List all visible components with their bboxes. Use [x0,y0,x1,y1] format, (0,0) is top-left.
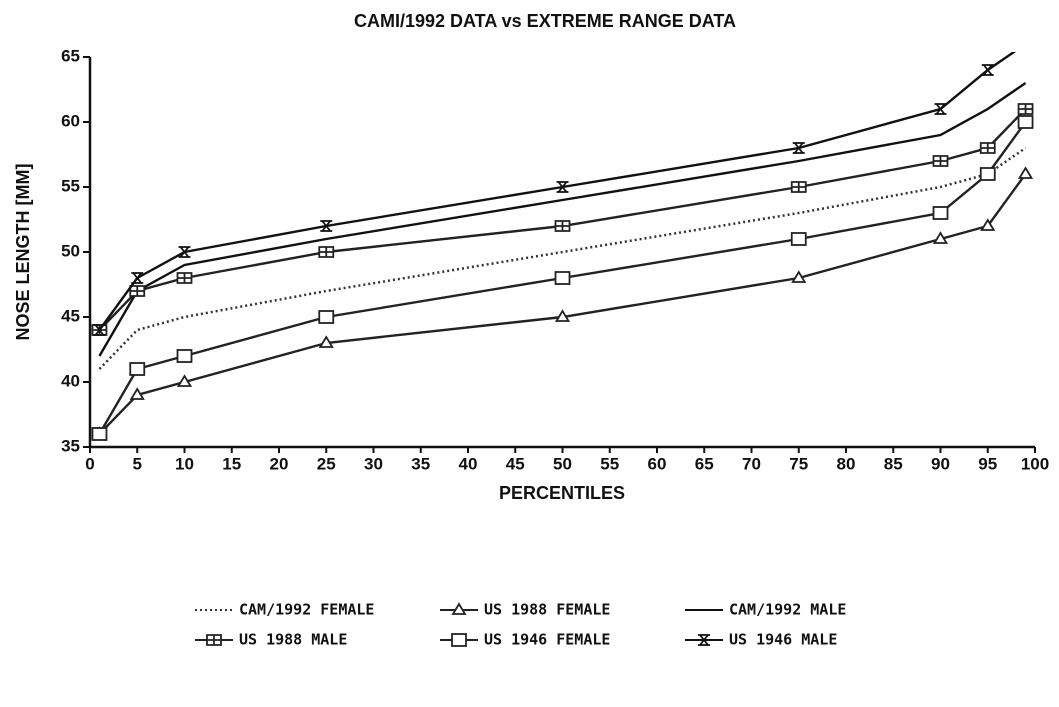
x-tick-label: 75 [789,454,808,473]
x-tick-label: 50 [553,454,572,473]
x-tick-label: 70 [742,454,761,473]
marker [791,270,807,283]
marker [979,167,996,181]
y-axis-label: NOSE LENGTH [MM] [13,164,33,341]
marker [981,64,994,76]
x-tick-label: 30 [364,454,383,473]
legend-marker [451,602,467,615]
marker [1020,39,1032,49]
legend-label: CAM/1992 FEMALE [239,601,374,619]
x-axis-label: PERCENTILES [499,483,625,503]
marker [554,309,571,322]
marker [176,374,193,387]
legend-label: CAM/1992 MALE [729,601,846,619]
x-tick-label: 95 [978,454,997,473]
marker [176,272,193,284]
legend-label: US 1946 MALE [729,631,837,649]
marker [554,220,571,232]
marker [318,246,335,258]
marker [1017,166,1034,179]
x-tick-label: 90 [931,454,950,473]
x-tick-label: 35 [411,454,430,473]
marker [980,218,996,231]
y-tick-label: 45 [61,306,80,325]
x-tick-label: 15 [222,454,241,473]
series-line [98,82,1027,357]
marker [318,310,335,324]
marker [979,142,996,154]
x-tick-label: 100 [1021,454,1049,473]
y-tick-label: 50 [61,241,80,260]
x-tick-label: 0 [85,454,94,473]
series-line [98,108,1027,331]
y-tick-label: 55 [61,176,80,195]
x-tick-label: 60 [648,454,667,473]
legend-marker [698,634,710,646]
marker [1017,115,1034,129]
marker [932,231,949,244]
marker [178,246,191,258]
y-tick-label: 60 [61,111,80,130]
marker [792,142,805,154]
series-line [98,173,1027,435]
x-tick-label: 65 [695,454,714,473]
x-tick-label: 45 [506,454,525,473]
x-tick-label: 80 [837,454,856,473]
y-tick-label: 40 [61,371,80,390]
marker [790,181,807,193]
marker [129,285,146,297]
legend-label: US 1946 FEMALE [484,631,610,649]
x-tick-label: 55 [600,454,619,473]
x-tick-label: 5 [133,454,142,473]
x-tick-label: 10 [175,454,194,473]
marker [934,103,947,115]
marker [1017,103,1034,115]
legend: CAM/1992 FEMALE US 1988 FEMALE CAM/1992 MA… [195,601,846,649]
series-line [98,146,1027,370]
marker [129,362,146,376]
marker [318,335,334,348]
marker [932,155,949,167]
marker [176,349,193,363]
x-tick-label: 40 [459,454,478,473]
marker [320,220,333,232]
marker [790,232,807,246]
legend-marker [451,633,467,647]
y-tick-label: 35 [61,436,80,455]
x-tick-label: 20 [270,454,289,473]
marker [129,387,145,400]
chart-title: CAMI/1992 DATA vs EXTREME RANGE DATA [354,11,736,31]
legend-label: US 1988 FEMALE [484,601,610,619]
x-tick-label: 85 [884,454,903,473]
x-tick-label: 25 [317,454,336,473]
marker [131,272,144,284]
plot-area [91,39,1034,441]
y-tick-label: 65 [61,46,80,65]
legend-label: US 1988 MALE [239,631,347,649]
marker [556,181,569,193]
marker [91,427,108,441]
marker [554,271,571,285]
marker [932,206,949,220]
marker [93,324,106,336]
legend-marker [206,634,222,646]
